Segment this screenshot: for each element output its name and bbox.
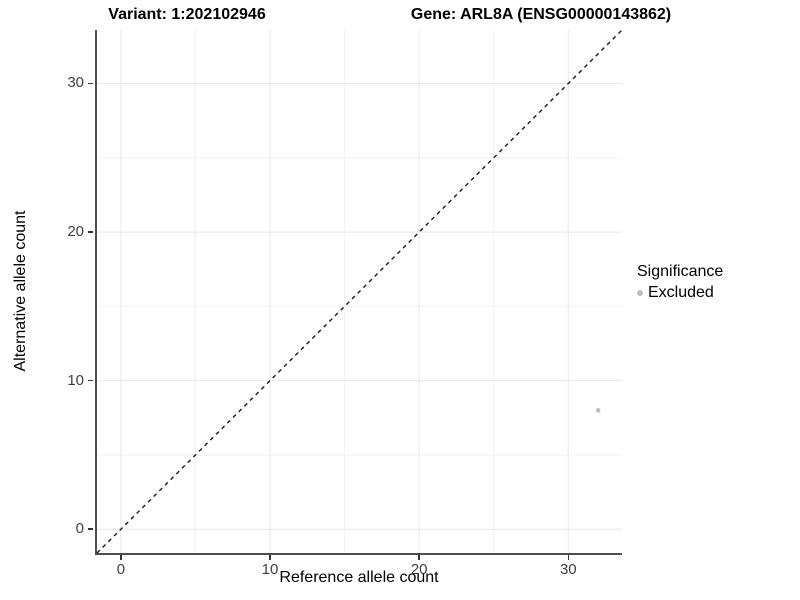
y-tick-label: 30	[67, 74, 84, 92]
y-tick-label: 20	[67, 223, 84, 241]
x-tick-mark	[418, 555, 420, 560]
x-tick-label: 30	[559, 561, 577, 578]
x-tick-mark	[567, 555, 570, 560]
y-axis-title: Alternative allele count	[12, 210, 29, 372]
plot-panel-svg	[96, 29, 623, 554]
legend-title: Significance	[637, 263, 724, 280]
plot-title-variant: Variant: 1:202102946	[108, 6, 266, 23]
x-tick-label: 20	[410, 561, 428, 578]
y-tick-label: 10	[67, 371, 84, 389]
x-tick-mark	[269, 555, 271, 560]
y-tick-label: 0	[75, 520, 84, 538]
legend-item-excluded: Excluded	[637, 284, 723, 302]
identity-reference-line	[96, 29, 623, 554]
data-point	[595, 408, 601, 413]
x-tick-mark	[120, 555, 122, 560]
plot-panel: 0 10 20 30 0 10 20 30	[67, 29, 623, 578]
x-tick-label: 0	[116, 561, 126, 578]
y-tick-mark	[88, 231, 93, 233]
legend: Significance Excluded	[637, 263, 723, 302]
x-tick-label: 10	[261, 561, 279, 578]
plot-title-gene: Gene: ARL8A (ENSG00000143862)	[410, 6, 672, 23]
y-tick-mark	[88, 528, 93, 530]
y-tick-mark	[88, 82, 93, 85]
legend-item-label: Excluded	[648, 284, 714, 301]
y-tick-mark	[88, 379, 93, 382]
legend-key-point-icon	[637, 290, 643, 296]
x-axis-title: Reference allele count	[279, 569, 439, 586]
